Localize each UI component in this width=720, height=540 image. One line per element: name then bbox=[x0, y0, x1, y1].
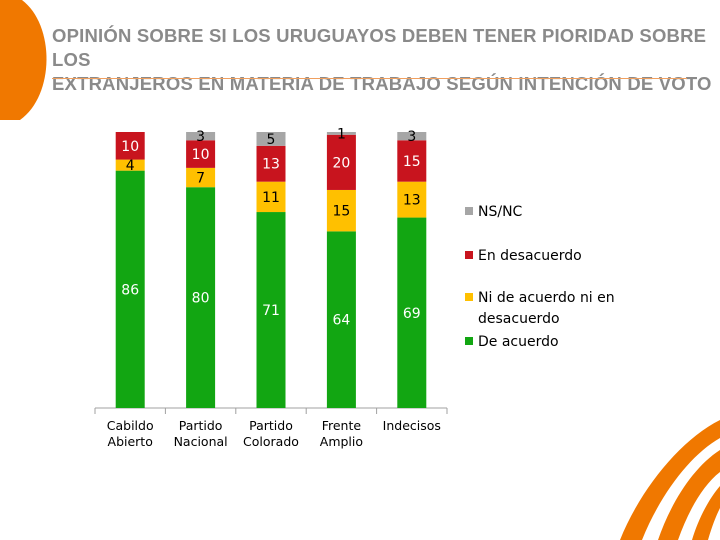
bar-segment-de_acuerdo bbox=[115, 170, 145, 408]
legend-swatch-de_acuerdo bbox=[465, 337, 473, 345]
bar-value-label: 20 bbox=[332, 155, 350, 171]
bar-value-label: 64 bbox=[332, 313, 350, 329]
category-label: Partido bbox=[249, 418, 293, 433]
bar-segment-ns_nc bbox=[186, 132, 216, 141]
category-label: Abierto bbox=[108, 434, 153, 449]
bar-value-label: 10 bbox=[121, 139, 139, 155]
bar-value-label: 86 bbox=[121, 282, 139, 298]
legend-label-ns_nc: NS/NC bbox=[478, 204, 523, 220]
bar-segment-de_acuerdo bbox=[397, 217, 427, 408]
category-label: Partido bbox=[179, 418, 223, 433]
bar-value-label: 11 bbox=[262, 190, 280, 206]
category-label: Cabildo bbox=[107, 418, 154, 433]
bar-segment-ns_nc bbox=[326, 132, 356, 135]
bar-value-label: 7 bbox=[196, 171, 205, 187]
bar-segment-ni_ni bbox=[115, 159, 145, 171]
bar-segment-en_desacuerdo bbox=[186, 140, 216, 168]
legend-label-ni_ni: Ni de acuerdo ni en bbox=[478, 290, 615, 306]
category-label: Nacional bbox=[174, 434, 228, 449]
bar-value-label: 80 bbox=[192, 291, 210, 307]
legend-label-en_desacuerdo: En desacuerdo bbox=[478, 248, 582, 264]
legend-swatch-en_desacuerdo bbox=[465, 251, 473, 259]
category-label: Indecisos bbox=[383, 418, 441, 433]
bar-segment-de_acuerdo bbox=[326, 231, 356, 408]
bar-value-label: 13 bbox=[262, 157, 280, 173]
legend-label-ni_ni: desacuerdo bbox=[478, 311, 560, 327]
bar-value-label: 4 bbox=[126, 158, 135, 174]
bar-segment-en_desacuerdo bbox=[397, 140, 427, 182]
category-label: Frente bbox=[322, 418, 362, 433]
bar-segment-ni_ni bbox=[256, 181, 286, 213]
bar-value-label: 13 bbox=[403, 193, 421, 209]
bar-value-label: 3 bbox=[196, 129, 205, 145]
title-underline bbox=[52, 78, 687, 79]
bar-segment-ns_nc bbox=[397, 132, 427, 141]
legend-label-de_acuerdo: De acuerdo bbox=[478, 334, 559, 350]
bar-segment-en_desacuerdo bbox=[115, 132, 145, 160]
category-label: Amplio bbox=[320, 434, 363, 449]
bar-segment-ni_ni bbox=[186, 167, 216, 188]
bar-value-label: 1 bbox=[337, 126, 346, 142]
bar-segment-ni_ni bbox=[326, 189, 356, 232]
bar-value-label: 5 bbox=[267, 132, 276, 148]
bar-value-label: 3 bbox=[407, 129, 416, 145]
legend-swatch-ni_ni bbox=[465, 293, 473, 301]
orange-swoosh-bottom-right bbox=[620, 420, 720, 540]
bar-segment-ns_nc bbox=[256, 132, 286, 146]
bar-segment-de_acuerdo bbox=[186, 187, 216, 408]
bar-value-label: 15 bbox=[403, 154, 421, 170]
bar-segment-en_desacuerdo bbox=[256, 145, 286, 182]
bar-value-label: 71 bbox=[262, 303, 280, 319]
bar-segment-ni_ni bbox=[397, 181, 427, 218]
bar-value-label: 69 bbox=[403, 306, 421, 322]
legend-swatch-ns_nc bbox=[465, 207, 473, 215]
bar-value-label: 15 bbox=[332, 204, 350, 220]
title-line-1: OPINIÓN SOBRE SI LOS URUGUAYOS DEBEN TEN… bbox=[52, 25, 707, 70]
category-label: Colorado bbox=[243, 434, 299, 449]
bar-segment-de_acuerdo bbox=[256, 212, 286, 408]
bar-segment-en_desacuerdo bbox=[326, 134, 356, 190]
orange-swoosh-top-left bbox=[0, 0, 47, 120]
bar-value-label: 10 bbox=[192, 147, 210, 163]
